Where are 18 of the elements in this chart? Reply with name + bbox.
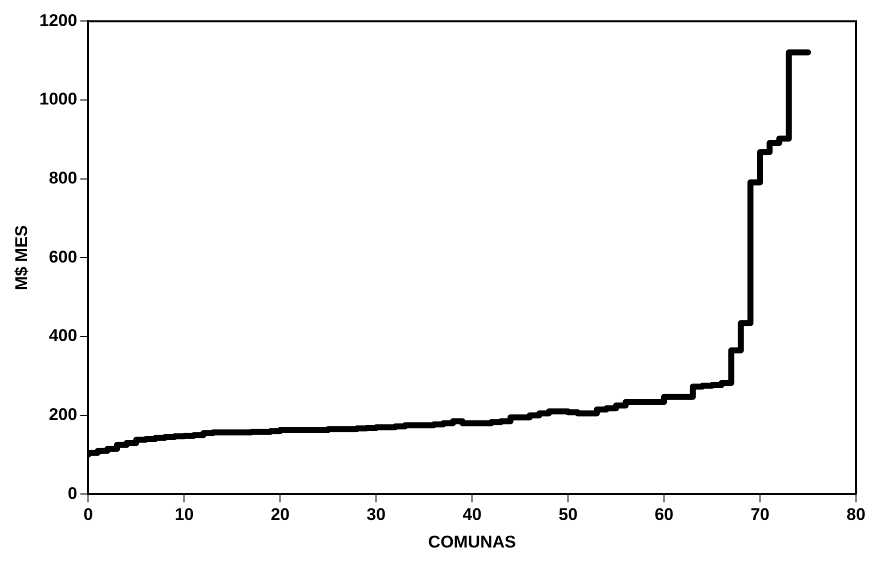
y-tick-label: 600: [48, 247, 78, 266]
y-tick-label: 0: [68, 484, 78, 503]
x-axis-title: COMUNAS: [428, 532, 516, 552]
y-tick-label: 1000: [39, 90, 78, 109]
x-tick-label: 10: [174, 505, 194, 524]
y-tick-label: 200: [48, 405, 78, 424]
y-tick-label: 1200: [39, 10, 78, 30]
y-tick-label: 800: [48, 168, 78, 188]
x-tick-label: 80: [846, 505, 866, 524]
x-tick-label: 70: [750, 505, 770, 524]
x-tick-label: 0: [83, 505, 93, 524]
x-tick-label: 50: [558, 505, 578, 524]
x-tick-label: 20: [270, 505, 290, 524]
x-tick-label: 40: [462, 505, 482, 524]
x-tick-label: 30: [366, 505, 386, 524]
y-tick-label: 400: [48, 326, 78, 346]
x-tick-label: 60: [654, 505, 674, 524]
y-axis-title: M$ MES: [12, 225, 31, 290]
